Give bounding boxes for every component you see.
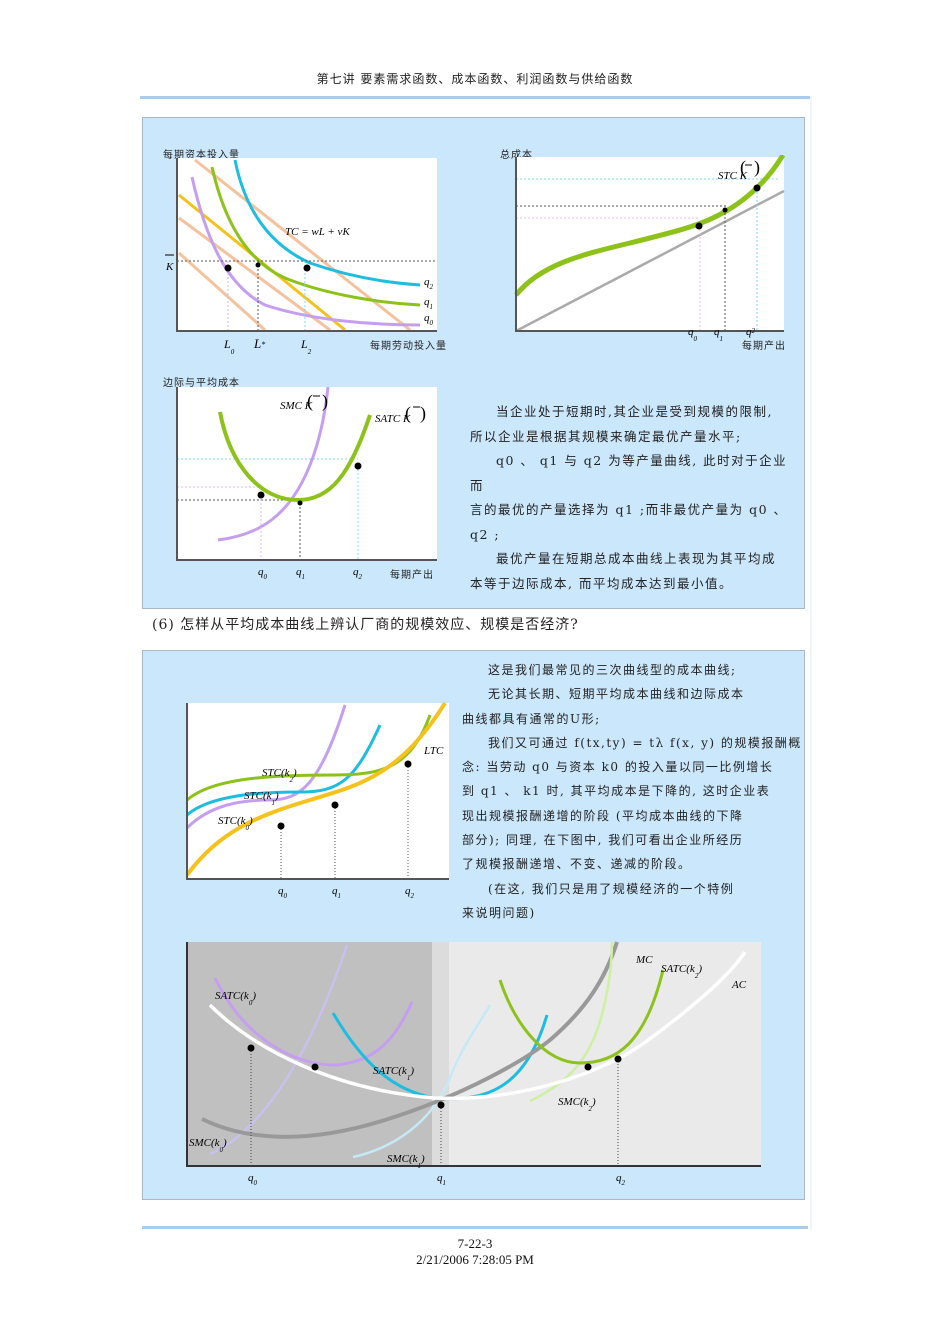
panel2-para-4: 念: 当劳动 q0 与资本 k0 的投入量以同一比例增长 — [462, 760, 774, 775]
panel2-para-1: 无论其长期、短期平均成本曲线和边际成本 — [488, 687, 745, 702]
panel1-para-5: 本等于边际成本, 而平均成本达到最小值。 — [470, 575, 733, 591]
decreasing-returns-band — [449, 942, 761, 1166]
panel2-para-0: 这是我们最常见的三次曲线型的成本曲线; — [488, 663, 737, 677]
lac-q1-tick: q1 — [437, 1172, 446, 1187]
mc-ac-y-label: 边际与平均成本 — [163, 378, 240, 389]
mc-q1-tick: q1 — [296, 566, 305, 581]
lac-chart: SATC(k0) SATC(k1) SMC(k0) SMC(k1) SMC(k2… — [186, 941, 761, 1187]
mc-q2-tick: q2 — [353, 566, 363, 581]
panel2-para-10: 来说明问题) — [462, 905, 536, 920]
svg-text:): ) — [754, 157, 760, 178]
increasing-returns-band — [187, 942, 432, 1166]
ac-label: AC — [731, 979, 747, 991]
svg-text:): ) — [322, 391, 328, 412]
ltc-chart: STC(k2) STC(k1) STC(k0) LTC q0 q1 q2 — [185, 701, 449, 900]
lac-q2-tick: q2 — [616, 1172, 626, 1187]
panel2-explanation: 这是我们最常见的三次曲线型的成本曲线; 无论其长期、短期平均成本曲线和边际成本 … — [462, 658, 802, 925]
panel1-explanation: 当企业处于短期时,其企业是受到规模的限制, 所以企业是根据其规模来确定最优产量水… — [470, 400, 800, 596]
constant-returns-band — [432, 942, 449, 1166]
panel1-para-4: 最优产量在短期总成本曲线上表现为其平均成 — [496, 551, 777, 566]
mc-q0-tick: q0 — [258, 566, 268, 581]
tc-equation: TC = wL + vK — [285, 226, 350, 238]
k-bar-label: K — [165, 261, 174, 273]
lac-q0-tick: q0 — [248, 1172, 258, 1187]
footer-timestamp: 2/21/2006 7:28:05 PM — [416, 1252, 534, 1267]
stc-y-label: 总成本 — [500, 150, 533, 161]
panel2-para-7: 部分); 同理, 在下图中, 我们可看出企业所经历 — [462, 833, 744, 848]
q0-isoquant-label: q0 — [424, 312, 434, 327]
right-margin-rule — [810, 96, 812, 1231]
ltc-label: LTC — [423, 745, 444, 757]
svg-text:): ) — [420, 403, 426, 424]
panel2-para-8: 了规模报酬递增、不变、递减的阶段。 — [462, 857, 692, 872]
mc-ac-x-label: 每期产出 — [390, 570, 434, 581]
q2-isoquant-label: q2 — [424, 276, 434, 291]
header-rule — [140, 96, 810, 99]
stc-q1-tick: q1 — [714, 326, 723, 343]
mc-label: MC — [635, 954, 653, 966]
l2-tick: L2 — [300, 337, 312, 356]
smc-k-label: SMC K — [280, 400, 313, 412]
panel2-para-3: 我们又可通过 f(tx,ty) = tλ f(x, y) 的规模报酬概 — [488, 735, 802, 750]
stc-chart: STC K ( ) q0 q1 q2 — [514, 155, 786, 343]
satc-k-label: SATC K — [375, 413, 411, 425]
stc-x-label: 每期产出 — [742, 341, 786, 352]
svg-text:(: ( — [307, 391, 313, 412]
panel2-para-9: (在这, 我们只是用了规模经济的一个特例 — [488, 881, 735, 896]
svg-text:(: ( — [740, 157, 746, 178]
q1-isoquant-label: q1 — [424, 296, 433, 311]
svg-text:(: ( — [405, 403, 411, 424]
panel1-para-0: 当企业处于短期时,其企业是受到规模的限制, — [496, 404, 773, 419]
stc-q0-tick: q0 — [688, 326, 698, 343]
isoquant-x-label: 每期劳动投入量 — [370, 341, 447, 352]
panel2-para-5: 到 q1 、 k1 时, 其平均成本是下降的, 这时企业表 — [462, 784, 771, 799]
panel1-para-3: 言的最优的产量选择为 q1 ;而非最优产量为 q0 、q2 ; — [470, 502, 788, 542]
stc-k-label: STC K — [718, 170, 748, 182]
ltc-q2-tick: q2 — [405, 885, 415, 900]
ltc-q1-tick: q1 — [332, 885, 341, 900]
panel2-para-2: 曲线都具有通常的U形; — [462, 711, 601, 726]
isoquant-y-label: 每期资本投入量 — [163, 150, 240, 161]
section-question: (6) 怎样从平均成本曲线上辨认厂商的规模效应、规模是否经济? — [152, 617, 579, 633]
stc-q2-tick: q2 — [746, 326, 756, 338]
panel1-para-1: 所以企业是根据其规模来确定最优产量水平; — [470, 428, 742, 444]
footer-rule — [142, 1226, 808, 1229]
lstar-tick: L* — [253, 336, 265, 351]
panel1-para-2: q0 、 q1 与 q2 为等产量曲线, 此时对于企业而 — [470, 453, 788, 493]
isoquant-chart: TC = wL + vK K q2 q1 q0 L0 L* L2 — [165, 158, 437, 356]
l0-tick: L0 — [223, 337, 235, 356]
panel2-para-6: 现出规模报酬递增的阶段 (平均成本曲线的下降 — [462, 808, 744, 823]
page-header-title: 第七讲 要素需求函数、成本函数、利润函数与供给函数 — [316, 72, 634, 86]
page-number: 7-22-3 — [457, 1236, 493, 1251]
ltc-q0-tick: q0 — [278, 885, 288, 900]
mc-ac-chart: SMC K ( ) SATC K ( ) q0 q1 q2 — [176, 386, 437, 581]
